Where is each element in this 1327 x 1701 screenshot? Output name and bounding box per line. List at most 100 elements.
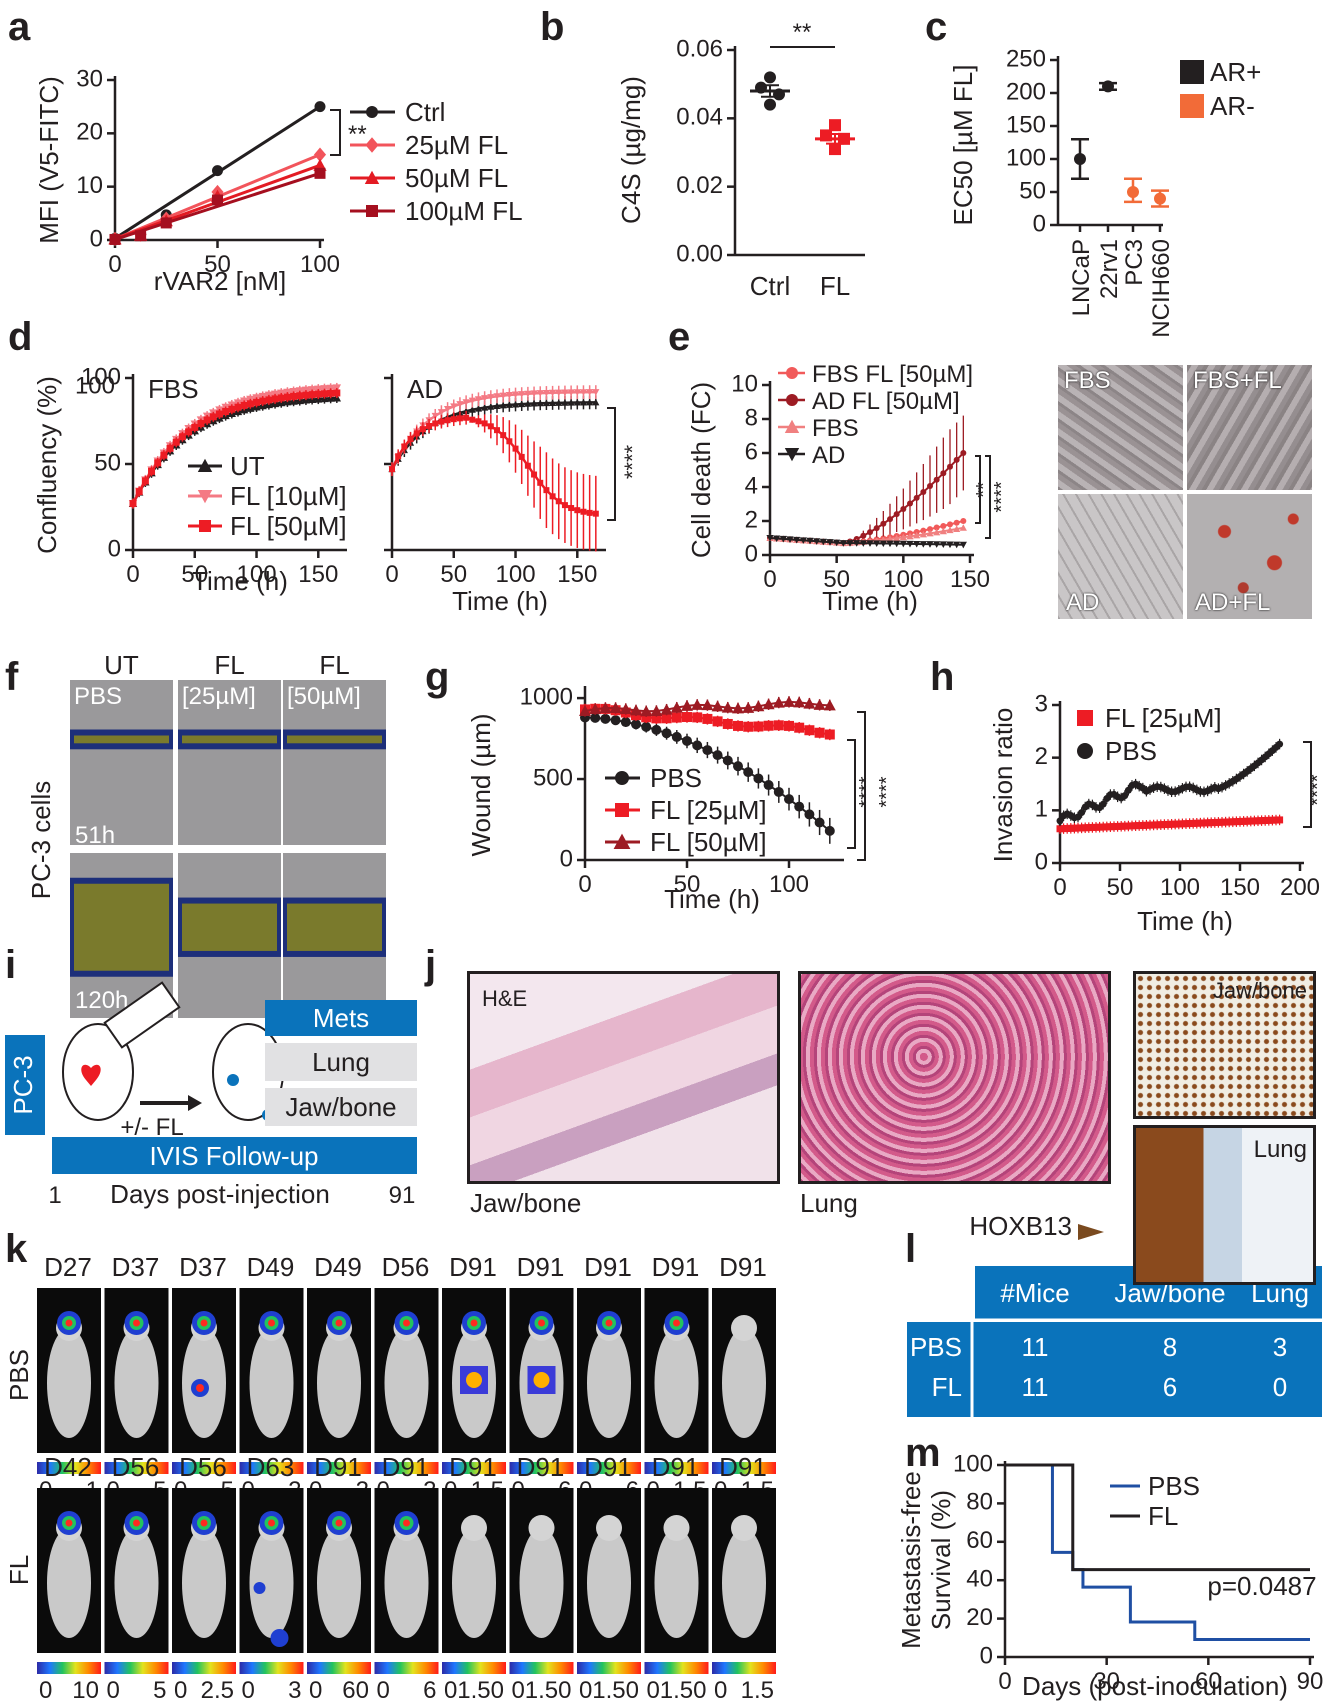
data-point <box>906 540 914 548</box>
data-point <box>302 391 310 399</box>
x-axis-title: Time (h) <box>1137 906 1233 936</box>
colorbar-min: 0 <box>107 1677 120 1701</box>
data-point <box>568 505 575 512</box>
x-tick-label: 150 <box>557 561 597 588</box>
x-tick-label: 150 <box>1220 874 1260 901</box>
data-point <box>953 525 961 532</box>
data-point <box>1157 821 1165 829</box>
x-axis-title: Time (h) <box>192 566 288 596</box>
data-point <box>1117 822 1125 830</box>
data-point <box>1132 822 1140 830</box>
data-point <box>1102 80 1114 93</box>
data-point <box>814 727 825 738</box>
y-tick-label: 200 <box>1006 78 1046 105</box>
data-point <box>722 718 733 729</box>
data-point <box>512 445 519 452</box>
scratch-image <box>70 680 173 845</box>
legend-marker <box>366 106 378 118</box>
data-point <box>913 540 921 548</box>
significance-label: **** <box>1307 774 1327 805</box>
data-point <box>773 720 784 731</box>
mets-header-box <box>265 1000 417 1036</box>
legend-label: FBS <box>812 415 859 442</box>
panel-label: e <box>668 315 690 359</box>
colorbar-max: 1.50 <box>660 1677 707 1701</box>
data-point <box>671 731 682 742</box>
table-body-bg <box>907 1322 1322 1417</box>
significance-bracket <box>607 407 616 521</box>
series-line <box>769 452 965 545</box>
x-tick-label: 100 <box>496 561 536 588</box>
data-point <box>432 420 439 427</box>
signal-spot <box>403 1519 410 1527</box>
data-point <box>327 389 335 397</box>
data-point <box>215 410 223 418</box>
y-tick-label: 40 <box>966 1566 993 1593</box>
histology-caption: Lung <box>800 1188 858 1218</box>
legend-label: FBS FL [50µM] <box>812 361 973 388</box>
data-point <box>240 401 248 409</box>
data-point <box>1056 817 1064 825</box>
data-point <box>773 786 784 797</box>
data-point <box>191 423 199 431</box>
colorbar-max: 2.5 <box>201 1677 234 1701</box>
treatment-label: +/- FL <box>120 1114 183 1141</box>
legend-swatch <box>1180 94 1204 118</box>
data-point <box>1254 817 1262 825</box>
micrograph-label: FBS+FL <box>1193 367 1282 394</box>
data-point <box>456 415 463 422</box>
panel-e-micrographs: FBS FBS+FL AD AD+FL <box>1058 365 1312 619</box>
signal-spot <box>335 1319 343 1327</box>
significance-label: **** <box>991 481 1013 512</box>
data-point <box>573 398 581 406</box>
data-point <box>786 536 794 543</box>
data-point <box>1124 822 1132 830</box>
data-point <box>630 704 642 716</box>
time-label: 51h <box>75 822 115 849</box>
mouse-body <box>654 1528 699 1638</box>
data-point <box>1114 822 1122 830</box>
x-tick-label: 0 <box>1053 874 1066 901</box>
panel-label: i <box>5 943 16 987</box>
data-point <box>906 532 914 540</box>
data-point <box>499 392 507 400</box>
data-point <box>692 712 703 723</box>
data-point <box>926 541 934 548</box>
data-point <box>524 400 532 407</box>
legend-swatch <box>1180 60 1204 84</box>
data-point <box>579 398 588 406</box>
data-point <box>413 430 420 437</box>
data-point <box>1243 817 1251 825</box>
day-label: D91 <box>449 1252 497 1282</box>
cell-front <box>287 735 382 744</box>
data-point <box>197 419 205 427</box>
data-point <box>1081 824 1089 832</box>
data-point <box>799 537 807 544</box>
data-point <box>670 701 683 713</box>
data-point <box>500 432 507 439</box>
data-point <box>702 713 713 724</box>
data-point <box>555 389 563 397</box>
y-tick-label: 4 <box>745 472 758 499</box>
legend-label: FL [25µM] <box>1105 703 1222 733</box>
data-point <box>314 167 326 179</box>
data-point <box>1218 818 1226 826</box>
colorbar-min: 0 <box>512 1677 525 1701</box>
data-point <box>692 740 703 751</box>
significance-bracket <box>847 739 856 849</box>
data-point <box>487 394 495 401</box>
micrograph-label: FBS <box>1064 367 1111 394</box>
data-point <box>1056 825 1064 833</box>
legend-label: AR- <box>1210 91 1255 121</box>
data-point <box>283 393 291 401</box>
colorbar-max: 1.50 <box>525 1677 572 1701</box>
data-point <box>1261 816 1269 824</box>
y-tick-label: 30 <box>76 65 103 92</box>
histology-caption: Jaw/bone <box>470 1188 581 1218</box>
data-point <box>610 715 621 726</box>
data-point <box>487 403 495 410</box>
data-point <box>1121 822 1129 830</box>
table-cell: 6 <box>1163 1372 1177 1402</box>
data-point <box>682 712 692 723</box>
data-point <box>853 540 861 547</box>
